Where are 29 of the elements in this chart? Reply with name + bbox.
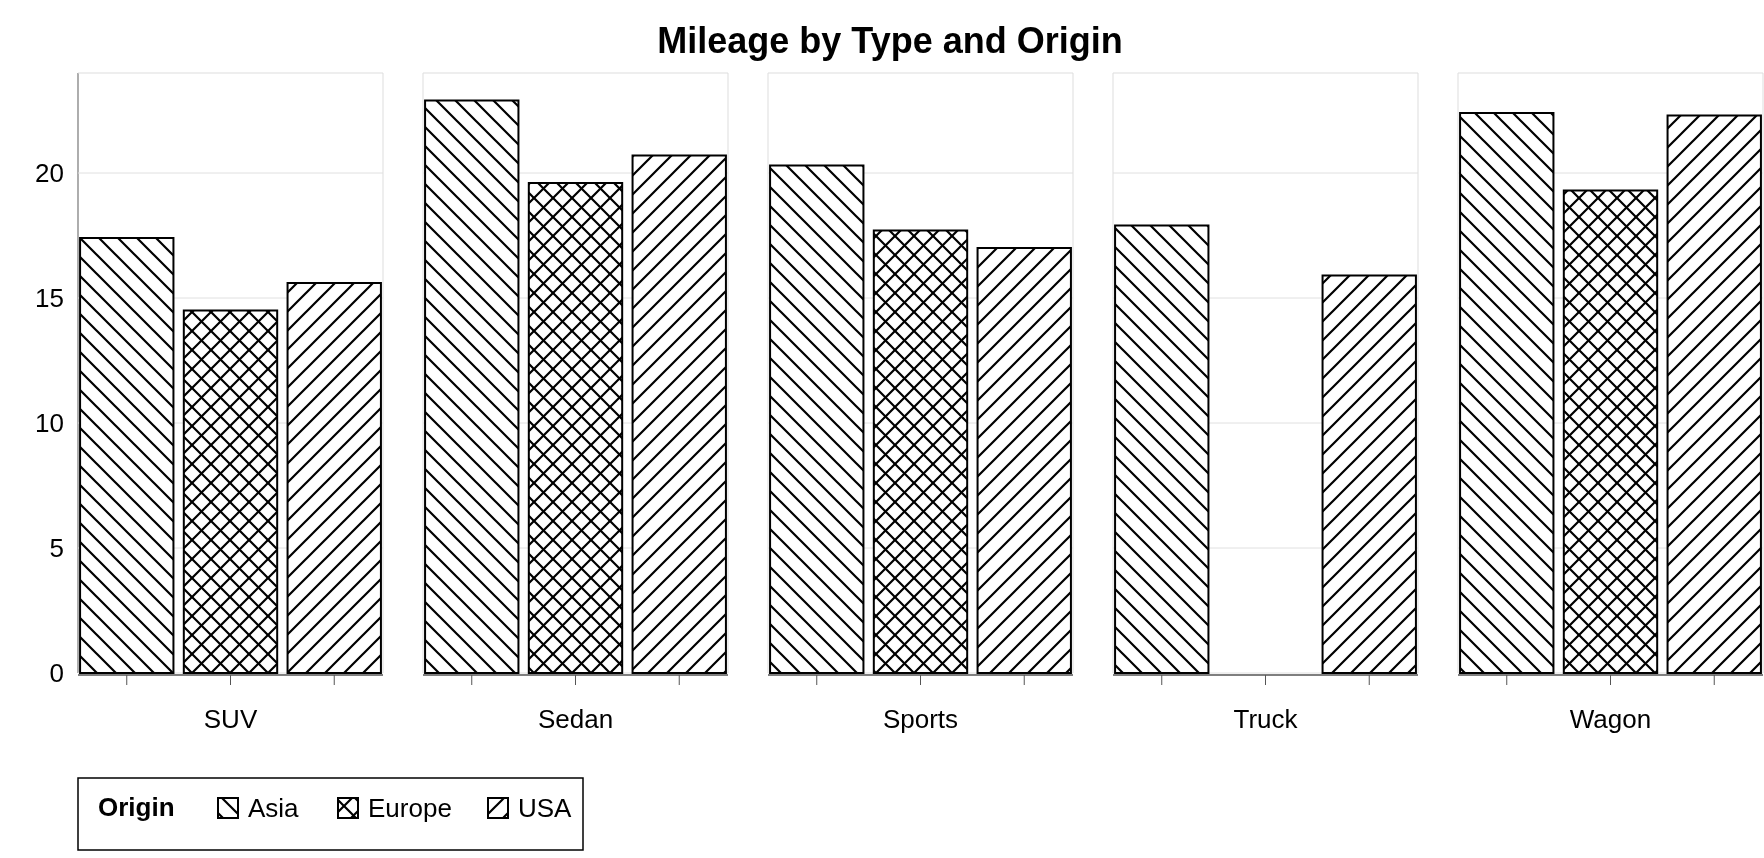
bar xyxy=(872,229,969,674)
bar xyxy=(1666,114,1762,674)
chart-title: Mileage by Type and Origin xyxy=(657,20,1123,61)
bar xyxy=(1562,189,1659,674)
bar xyxy=(527,182,624,674)
bar xyxy=(182,309,279,674)
x-tick-label: Truck xyxy=(1233,704,1299,734)
legend-label: Europe xyxy=(368,793,452,823)
bar xyxy=(1114,224,1210,674)
bar xyxy=(286,282,382,674)
bar xyxy=(631,154,727,674)
bar xyxy=(769,164,865,674)
y-tick-label: 10 xyxy=(35,408,64,438)
y-tick-label: 15 xyxy=(35,283,64,313)
y-tick-label: 0 xyxy=(49,658,64,688)
legend-label: Asia xyxy=(248,793,300,823)
x-tick-label: Wagon xyxy=(1569,704,1652,734)
y-tick-label: 20 xyxy=(35,158,64,188)
legend-title: Origin xyxy=(98,792,175,822)
legend-label: USA xyxy=(518,793,573,823)
x-tick-label: SUV xyxy=(203,704,258,734)
bar xyxy=(976,247,1072,674)
y-tick-label: 5 xyxy=(49,533,64,563)
bar xyxy=(424,99,520,674)
bar xyxy=(1459,112,1555,674)
x-tick-label: Sports xyxy=(882,704,959,734)
x-tick-label: Sedan xyxy=(537,704,614,734)
bar xyxy=(79,237,175,674)
bar xyxy=(1321,274,1417,674)
